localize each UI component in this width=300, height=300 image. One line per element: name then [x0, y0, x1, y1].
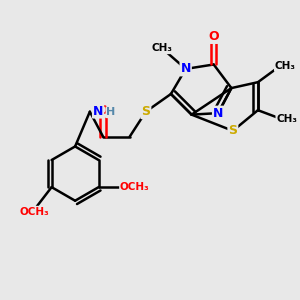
- Text: N: N: [213, 106, 223, 120]
- Text: N: N: [181, 62, 191, 75]
- Text: S: S: [228, 124, 237, 137]
- Text: OCH₃: OCH₃: [19, 207, 49, 217]
- Text: CH₃: CH₃: [152, 43, 172, 53]
- Text: OCH₃: OCH₃: [120, 182, 150, 192]
- Text: H: H: [106, 107, 116, 117]
- Text: O: O: [208, 30, 219, 43]
- Text: CH₃: CH₃: [275, 61, 296, 71]
- Text: S: S: [141, 105, 150, 118]
- Text: CH₃: CH₃: [276, 114, 297, 124]
- Text: O: O: [98, 104, 108, 117]
- Text: N: N: [93, 105, 103, 118]
